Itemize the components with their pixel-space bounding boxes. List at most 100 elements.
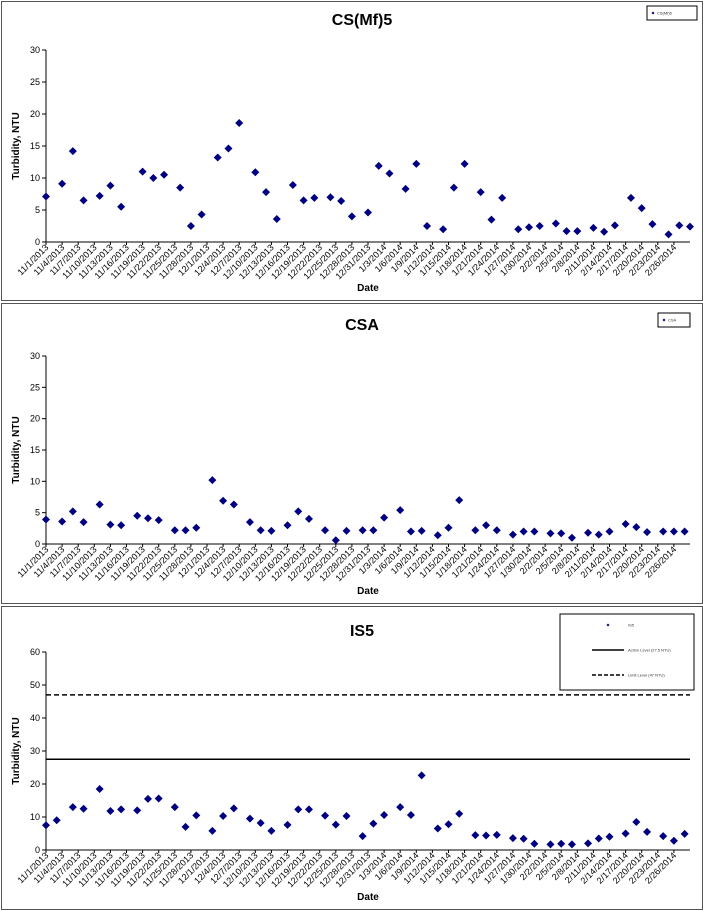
data-point xyxy=(321,526,330,535)
y-tick-label: 5 xyxy=(35,508,40,518)
data-point xyxy=(117,521,126,530)
data-point xyxy=(68,803,77,812)
data-point xyxy=(143,514,152,523)
data-point xyxy=(133,511,142,520)
data-point xyxy=(584,528,593,537)
y-tick-label: 25 xyxy=(30,77,40,87)
data-point xyxy=(68,507,77,516)
data-point xyxy=(482,521,491,530)
data-point xyxy=(321,811,330,820)
data-point xyxy=(106,181,115,190)
chart-title: CS(Mf)5 xyxy=(332,12,393,29)
data-point xyxy=(358,832,367,841)
data-point xyxy=(267,826,276,835)
data-point xyxy=(369,819,378,828)
data-point xyxy=(444,523,453,532)
data-point xyxy=(482,831,491,840)
data-point xyxy=(680,829,689,838)
data-point xyxy=(262,188,271,197)
y-tick-label: 0 xyxy=(35,237,40,247)
data-point xyxy=(256,818,265,827)
y-tick-label: 20 xyxy=(30,109,40,119)
data-point xyxy=(605,527,614,536)
data-point xyxy=(58,517,67,526)
data-point xyxy=(68,147,77,156)
data-point xyxy=(342,812,351,821)
y-axis-label: Turbidity, NTU xyxy=(11,717,22,784)
data-point xyxy=(154,794,163,803)
y-tick-label: 10 xyxy=(30,812,40,822)
data-point xyxy=(626,193,635,202)
data-point xyxy=(95,500,104,509)
data-point xyxy=(659,527,668,536)
data-point xyxy=(417,526,426,535)
data-point xyxy=(600,227,609,236)
data-point xyxy=(406,811,415,820)
legend-label: IS5 xyxy=(628,623,635,628)
legend-marker xyxy=(662,318,666,322)
data-point xyxy=(331,820,340,829)
data-point xyxy=(52,816,61,825)
data-point xyxy=(530,839,539,848)
y-axis-label: Turbidity, NTU xyxy=(11,416,22,483)
panel-frame xyxy=(1,1,703,301)
data-point xyxy=(256,526,265,535)
data-point xyxy=(337,197,346,206)
data-point xyxy=(208,826,217,835)
data-point xyxy=(192,811,201,820)
data-point xyxy=(294,507,303,516)
data-point xyxy=(594,834,603,843)
data-point xyxy=(605,832,614,841)
data-point xyxy=(304,805,313,814)
data-point xyxy=(192,523,201,532)
data-point xyxy=(669,527,678,536)
data-point xyxy=(385,169,394,178)
data-point xyxy=(433,531,442,540)
data-point xyxy=(342,526,351,535)
data-point xyxy=(492,830,501,839)
data-point xyxy=(181,822,190,831)
data-point xyxy=(396,506,405,515)
data-point xyxy=(648,220,657,229)
data-point xyxy=(181,526,190,535)
legend-marker xyxy=(606,623,610,627)
data-point xyxy=(444,820,453,829)
y-tick-label: 0 xyxy=(35,845,40,855)
legend-box xyxy=(646,5,698,21)
y-tick-label: 10 xyxy=(30,173,40,183)
data-point xyxy=(594,530,603,539)
data-point xyxy=(170,526,179,535)
data-point xyxy=(637,204,646,213)
data-point xyxy=(632,523,641,532)
data-point xyxy=(401,184,410,193)
data-point xyxy=(508,530,517,539)
x-axis-label: Date xyxy=(357,586,379,597)
data-point xyxy=(573,227,582,236)
data-point xyxy=(406,527,415,536)
data-point xyxy=(680,527,689,536)
data-point xyxy=(546,840,555,849)
data-point xyxy=(364,208,372,217)
data-point xyxy=(143,794,152,803)
y-tick-label: 20 xyxy=(30,414,40,424)
data-point xyxy=(197,210,206,219)
data-point xyxy=(492,526,501,535)
data-point xyxy=(95,784,104,793)
data-point xyxy=(562,227,571,236)
y-tick-label: 50 xyxy=(30,680,40,690)
data-point xyxy=(42,821,50,830)
data-point xyxy=(229,804,238,813)
data-point xyxy=(235,118,244,127)
data-point xyxy=(79,518,88,527)
panel-frame xyxy=(1,303,703,604)
data-point xyxy=(42,192,50,201)
data-point xyxy=(514,225,523,234)
data-point xyxy=(154,516,163,525)
y-tick-label: 30 xyxy=(30,746,40,756)
legend-label: CS(Mf)5 xyxy=(657,11,673,16)
data-point xyxy=(58,179,67,188)
data-point xyxy=(551,219,560,228)
data-point xyxy=(669,836,678,845)
